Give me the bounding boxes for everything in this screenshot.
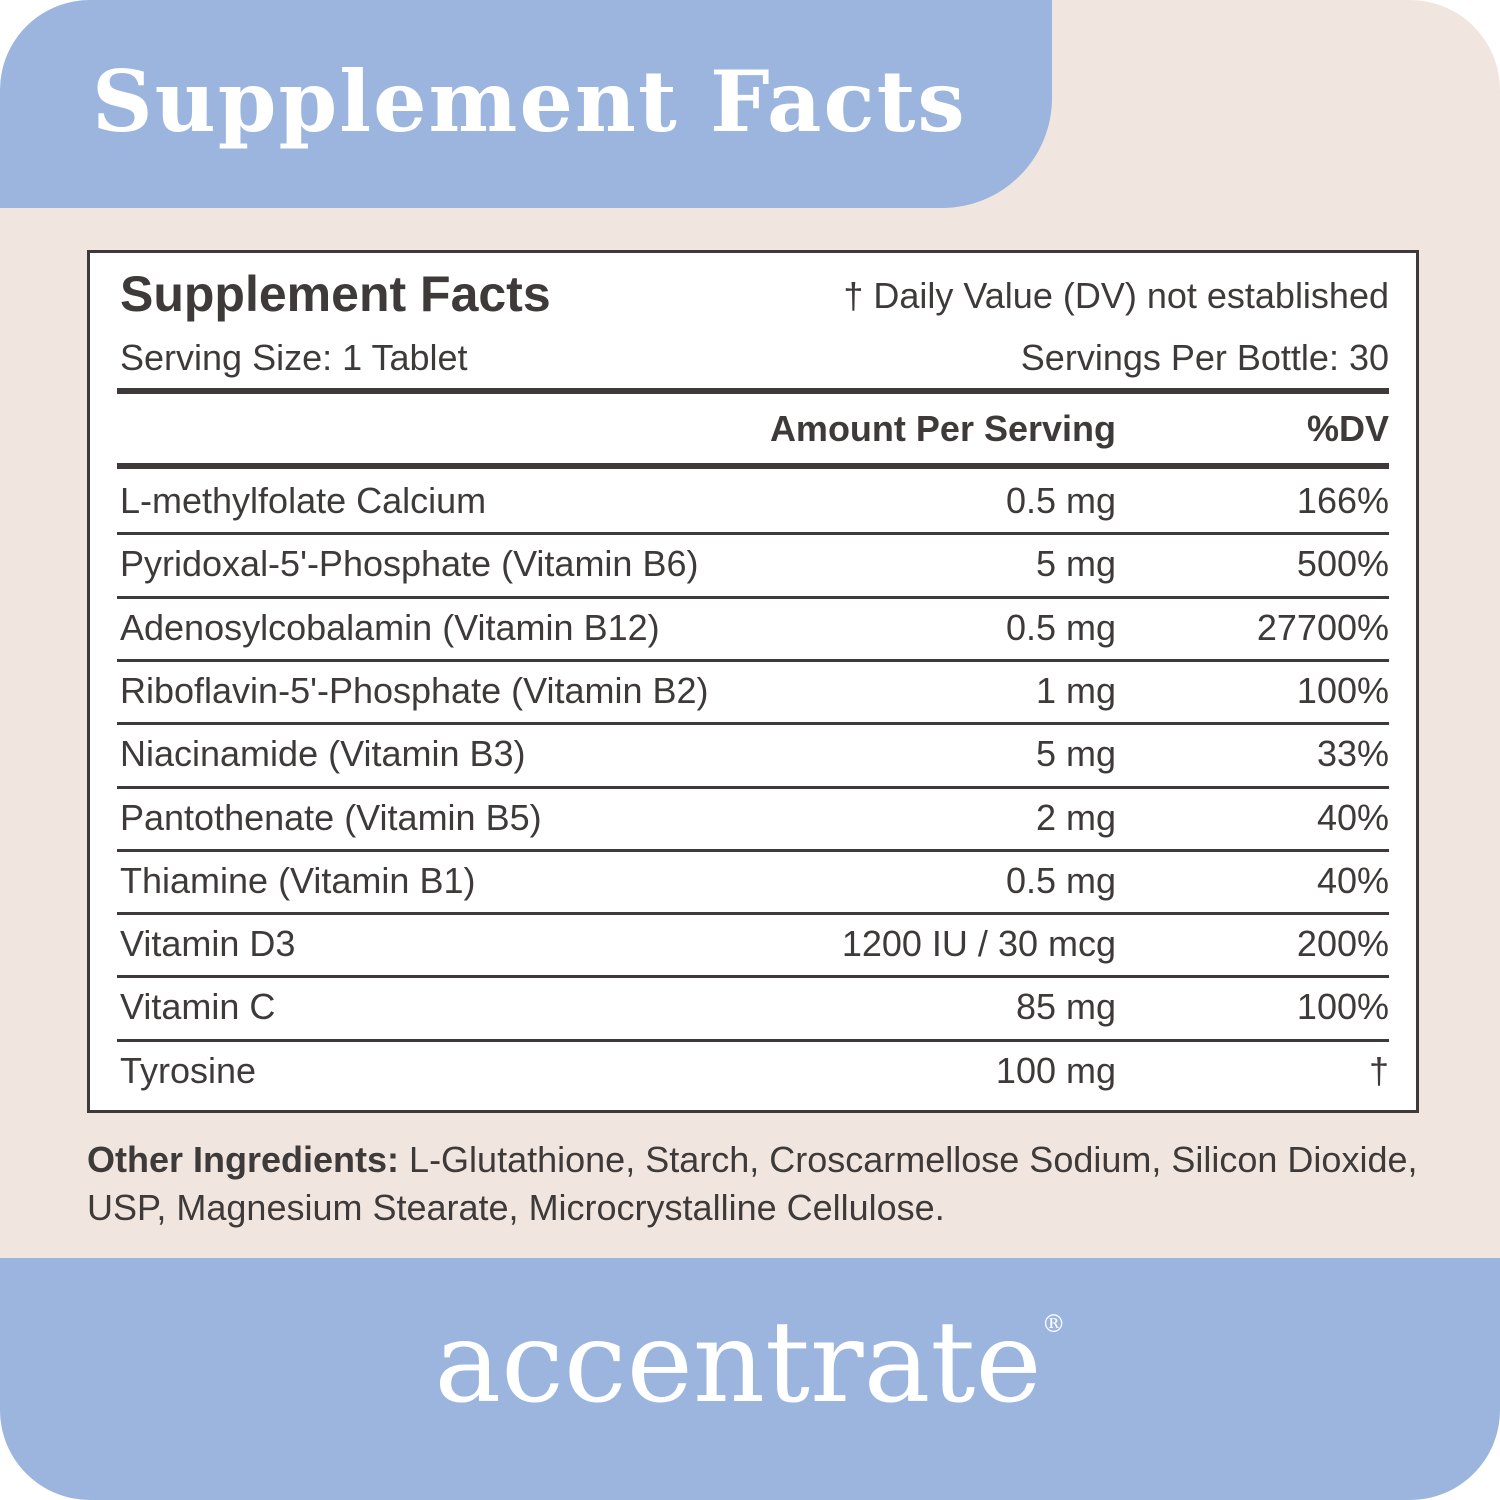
brand-mark: ®	[1041, 1310, 1066, 1338]
ingredient-name: Riboflavin-5'-Phosphate (Vitamin B2)	[120, 669, 709, 711]
ingredient-dv: 100%	[1296, 669, 1389, 711]
ingredient-amount: 1200 IU / 30 mcg	[841, 923, 1116, 965]
ingredient-name: Vitamin C	[120, 986, 276, 1028]
panel-title: Supplement Facts	[120, 266, 551, 322]
ingredient-amount: 5 mg	[1035, 543, 1116, 585]
ingredient-row: L-methylfolate Calcium 0.5 mg 166%	[117, 472, 1389, 535]
ingredient-amount: 2 mg	[1035, 796, 1116, 838]
ingredient-row: Riboflavin-5'-Phosphate (Vitamin B2) 1 mg…	[117, 662, 1389, 725]
ingredient-row: Niacinamide (Vitamin B3) 5 mg 33%	[117, 725, 1389, 788]
ingredient-row: Adenosylcobalamin (Vitamin B12) 0.5 mg 277…	[117, 599, 1389, 662]
row-rule	[117, 785, 1389, 789]
ingredient-amount: 1 mg	[1035, 669, 1116, 711]
ingredient-name: L-methylfolate Calcium	[120, 480, 487, 521]
ingredient-amount: 0.5 mg	[1005, 606, 1116, 648]
ingredient-name: Pantothenate (Vitamin B5)	[120, 796, 542, 838]
header-tab: Supplement Facts	[0, 0, 1052, 208]
ingredient-name: Niacinamide (Vitamin B3)	[120, 733, 526, 775]
row-rule	[117, 1038, 1389, 1042]
brand: accentrate®	[0, 1298, 1500, 1428]
ingredient-row: Pantothenate (Vitamin B5) 2 mg 40%	[117, 789, 1389, 852]
row-rule	[117, 912, 1389, 916]
ingredient-name: Tyrosine	[120, 1049, 257, 1091]
ingredient-row: Vitamin D3 1200 IU / 30 mcg 200%	[117, 915, 1389, 978]
servings-per: Servings Per Bottle: 30	[1020, 337, 1389, 378]
ingredient-dv: 40%	[1316, 859, 1389, 901]
ingredient-amount: 0.5 mg	[1005, 859, 1116, 901]
ingredient-name: Vitamin D3	[120, 923, 296, 965]
brand-band: accentrate®	[0, 1258, 1500, 1500]
ingredient-row: Thiamine (Vitamin B1) 0.5 mg 40%	[117, 852, 1389, 915]
ingredient-amount: 100 mg	[995, 1049, 1116, 1091]
row-rule	[117, 532, 1389, 536]
row-rule	[117, 658, 1389, 662]
ingredient-name: Thiamine (Vitamin B1)	[120, 859, 476, 901]
serving-size: Serving Size: 1 Tablet	[120, 337, 468, 378]
facts-panel: Supplement Facts † Daily Value (DV) not …	[87, 250, 1419, 1113]
row-rule	[117, 595, 1389, 599]
other-text: L-Glutathione, Starch, Croscarmellose So…	[87, 1139, 1418, 1228]
ingredient-amount: 0.5 mg	[1005, 480, 1116, 521]
ingredient-dv: 200%	[1296, 923, 1389, 965]
ingredient-dv: 500%	[1296, 543, 1389, 585]
other-label: Other Ingredients:	[87, 1139, 400, 1180]
ingredient-dv: 33%	[1316, 733, 1389, 775]
ingredient-name: Adenosylcobalamin (Vitamin B12)	[120, 606, 660, 648]
ingredient-row: Pyridoxal-5'-Phosphate (Vitamin B6) 5 mg 5…	[117, 535, 1389, 598]
ingredient-dv: 100%	[1296, 986, 1389, 1028]
header-title: Supplement Facts	[92, 52, 967, 151]
rule	[117, 463, 1389, 469]
ingredient-dv: 27700%	[1256, 606, 1389, 648]
row-rule	[117, 975, 1389, 979]
rule	[117, 388, 1389, 394]
ingredient-row: Tyrosine 100 mg †	[117, 1042, 1389, 1105]
ingredient-row: Vitamin C 85 mg 100%	[117, 978, 1389, 1041]
row-rule	[117, 722, 1389, 726]
dv-note: † Daily Value (DV) not established	[843, 275, 1389, 316]
ingredient-dv: 40%	[1316, 796, 1389, 838]
ingredient-dv: 166%	[1296, 480, 1389, 521]
ingredient-dv: †	[1368, 1049, 1389, 1091]
brand-name: accentrate	[434, 1298, 1042, 1428]
column-header: Amount Per Serving	[769, 408, 1116, 449]
row-rule	[117, 848, 1389, 852]
ingredient-name: Pyridoxal-5'-Phosphate (Vitamin B6)	[120, 543, 699, 585]
other-ingredients: Other Ingredients: L-Glutathione, Starch…	[87, 1136, 1427, 1232]
ingredient-amount: 85 mg	[1015, 986, 1116, 1028]
column-header: %DV	[1306, 408, 1389, 449]
ingredient-amount: 5 mg	[1035, 733, 1116, 775]
